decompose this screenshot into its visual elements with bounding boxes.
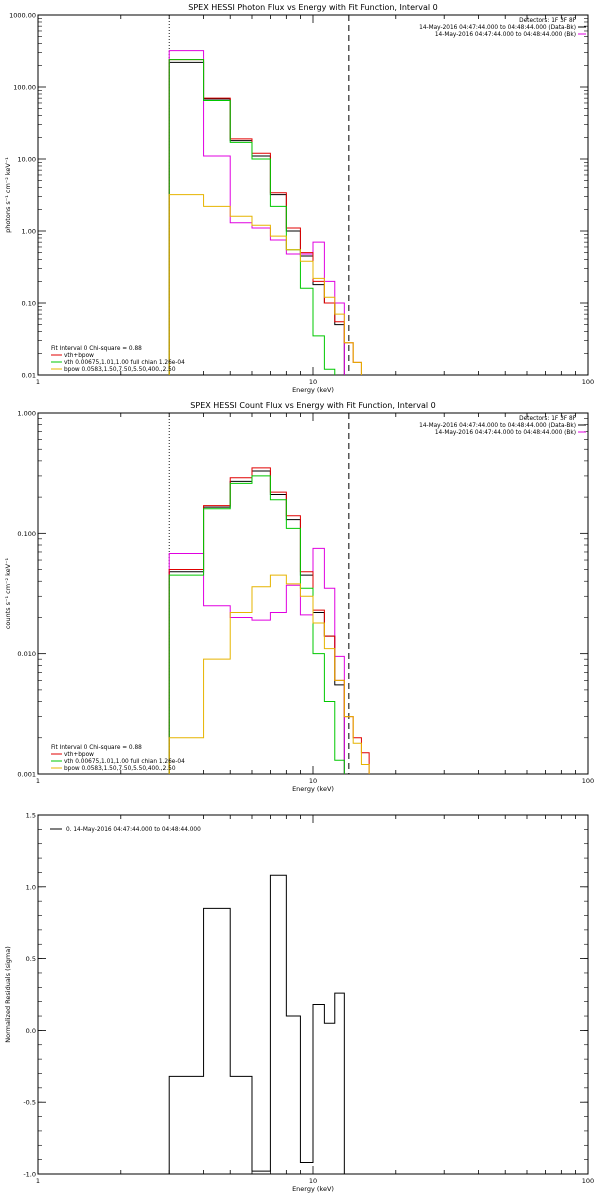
x-tick-label: 10 xyxy=(309,378,317,386)
y-tick-label: 0.100 xyxy=(17,530,36,538)
legend-bottom-entry: vth+bpow xyxy=(64,353,94,359)
y-tick-label: 10.00 xyxy=(17,156,36,164)
legend-bottom-entry: vth+bpow xyxy=(64,752,94,758)
y-axis-label: Normalized Residuals (sigma) xyxy=(4,946,12,1043)
legend-bottom-entry: bpow 0.0583,1.50,7.50,5.50,400.,2.50 xyxy=(64,367,176,373)
y-tick-label: 0.0 xyxy=(26,1027,36,1035)
legend-entry: 0. 14-May-2016 04:47:44.000 to 04:48:44.… xyxy=(66,827,201,833)
series-total-line xyxy=(168,59,362,375)
legend-top-entry: 14-May-2016 04:47:44.000 to 04:48:44.000… xyxy=(419,423,576,429)
series-vth-line xyxy=(168,59,336,375)
x-tick-label: 10 xyxy=(309,777,317,785)
series-total-line xyxy=(168,467,370,774)
legend-top-entry: 14-May-2016 04:47:44.000 to 04:48:44.000… xyxy=(419,25,576,31)
y-tick-label: 0.5 xyxy=(26,955,36,963)
legend-top-entry: 14-May-2016 04:47:44.000 to 04:48:44.000… xyxy=(435,430,576,436)
chart-title: SPEX HESSI Photon Flux vs Energy with Fi… xyxy=(188,3,438,12)
legend-bottom-entry: Fit Interval 0 Chi-square = 0.88 xyxy=(51,346,142,352)
photon-flux-panel: SPEX HESSI Photon Flux vs Energy with Fi… xyxy=(4,3,594,394)
series-data-line xyxy=(168,61,345,375)
residuals-panel: 1 10 100 Energy (keV) -1.0 -0.5 0.0 0.5 1.0 1.5 No… xyxy=(4,812,594,1194)
legend-top-entry: Detectors: 1F 3F 8F xyxy=(519,18,576,24)
x-tick-label: 100 xyxy=(582,1177,594,1185)
y-axis-label: photons s⁻¹ cm⁻² keV⁻¹ xyxy=(4,157,12,233)
y-tick-label: 100.00 xyxy=(13,84,36,92)
series-bkg-line xyxy=(168,547,345,774)
y-tick-label: 0.010 xyxy=(17,650,36,658)
x-tick-label: 100 xyxy=(582,378,594,386)
x-tick-label: 10 xyxy=(309,1177,317,1185)
y-tick-label: 0.001 xyxy=(17,771,36,779)
count-flux-panel: SPEX HESSI Count Flux vs Energy with Fit… xyxy=(4,401,594,793)
series-bpow-line xyxy=(168,194,362,375)
y-tick-label: 1000.00 xyxy=(9,12,36,20)
x-axis-label: Energy (keV) xyxy=(292,1185,334,1193)
legend-top-entry: 14-May-2016 04:47:44.000 to 04:48:44.000… xyxy=(435,32,576,38)
x-tick-label: 1 xyxy=(36,777,40,785)
x-axis-label: Energy (keV) xyxy=(292,386,334,394)
y-tick-label: 1.0 xyxy=(26,883,36,891)
x-axis-label: Energy (keV) xyxy=(292,785,334,793)
series-bkg-line xyxy=(168,50,345,375)
legend-bottom-entry: bpow 0.0583,1.50,7.50,5.50,400.,2.50 xyxy=(64,766,176,772)
legend-bottom-entry: Fit Interval 0 Chi-square = 0.88 xyxy=(51,745,142,751)
y-tick-label: 1.00 xyxy=(22,228,36,236)
series-bpow-line xyxy=(168,574,370,774)
legend-bottom-entry: vth 0.00675,1.01,1.00 full chian 1.26e-0… xyxy=(64,759,185,765)
series-vth-line xyxy=(168,475,345,774)
x-tick-label: 1 xyxy=(36,378,40,386)
chart-title: SPEX HESSI Count Flux vs Energy with Fit… xyxy=(190,401,435,410)
series-data-line xyxy=(168,874,345,1174)
y-tick-label: -1.0 xyxy=(23,1171,36,1179)
y-tick-label: 0.01 xyxy=(22,372,36,380)
legend-top-entry: Detectors: 1F 3F 8F xyxy=(519,416,576,422)
x-tick-label: 100 xyxy=(582,777,594,785)
y-tick-label: 0.10 xyxy=(22,300,36,308)
x-tick-label: 1 xyxy=(36,1177,40,1185)
legend-bottom-entry: vth 0.00675,1.01,1.00 full chian 1.26e-0… xyxy=(64,360,185,366)
y-tick-label: 1.5 xyxy=(26,812,36,820)
y-axis-label: counts s⁻¹ cm⁻² keV⁻¹ xyxy=(4,557,12,629)
y-tick-label: 1.000 xyxy=(17,410,36,418)
y-tick-label: -0.5 xyxy=(23,1099,36,1107)
